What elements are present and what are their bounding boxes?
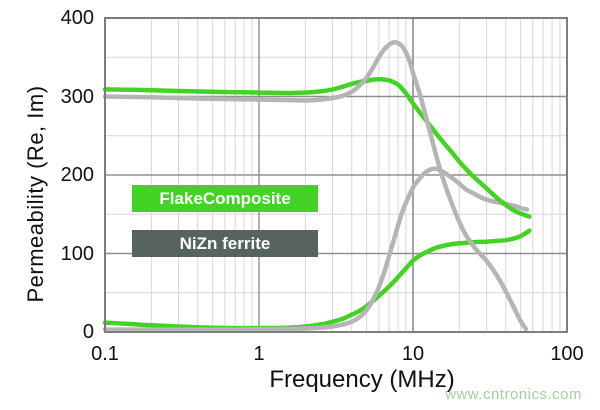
curve-nizn-ferrite-im xyxy=(102,166,530,332)
x-axis-title: Frequency (MHz) xyxy=(269,366,455,393)
y-tick-label: 0 xyxy=(82,321,94,343)
x-tick-label: 100 xyxy=(550,343,584,365)
curve-flakecomposite-re xyxy=(102,76,532,219)
y-axis-title: Permeability (Re, Im) xyxy=(23,85,48,303)
x-tick-label: 1 xyxy=(253,343,265,365)
plot-border xyxy=(104,17,568,333)
watermark: www.cntronics.com xyxy=(445,386,582,403)
legend-nizn-ferrite: NiZn ferrite xyxy=(132,230,318,257)
y-tick-label: 200 xyxy=(60,164,94,186)
curve-nizn-ferrite-re xyxy=(102,40,529,332)
x-tick-label: 10 xyxy=(401,343,425,365)
y-tick-label: 400 xyxy=(60,7,94,29)
y-tick-label: 300 xyxy=(60,85,94,108)
legend-flakecomposite: FlakeComposite xyxy=(132,185,318,212)
x-tick-label: 0.1 xyxy=(91,343,119,365)
y-tick-label: 100 xyxy=(60,242,94,265)
